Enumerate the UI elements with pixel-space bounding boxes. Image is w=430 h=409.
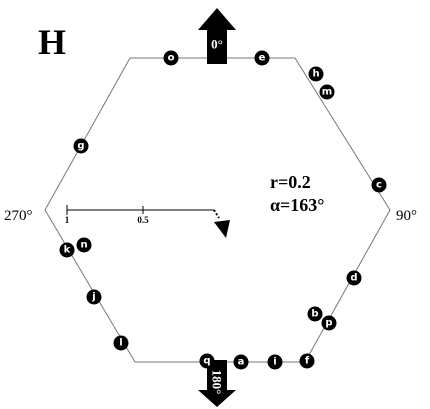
node-dot: [321, 315, 337, 331]
node: k: [59, 242, 75, 258]
node-label: f: [305, 356, 310, 367]
mean-vector-head: [214, 220, 230, 238]
node-label: j: [91, 292, 95, 303]
node: l: [113, 335, 129, 351]
node-label: l: [119, 338, 122, 349]
top-arrow: [198, 8, 236, 64]
node-dot: [199, 353, 215, 369]
node: h: [308, 66, 324, 82]
top-label: 0°: [211, 37, 223, 52]
node-label: b: [311, 309, 318, 320]
node-label: g: [77, 141, 84, 152]
node-dot: [308, 66, 324, 82]
node-dot: [299, 353, 315, 369]
node: g: [73, 138, 89, 154]
panel-label: H: [38, 22, 66, 62]
scale-label: 0.5: [137, 215, 149, 225]
node-dot: [307, 306, 323, 322]
node-dot: [346, 270, 362, 286]
node: a: [233, 354, 249, 370]
node-label: q: [203, 356, 210, 367]
bottom-arrow: [198, 360, 236, 407]
right-label: 90°: [396, 208, 417, 224]
mean-vector: [213, 209, 220, 219]
node: o: [163, 50, 179, 66]
node-dot: [163, 50, 179, 66]
node: j: [86, 289, 102, 305]
node-label: h: [312, 69, 319, 80]
nodes: o e hm g c k n j d bp l q a i f: [59, 50, 387, 370]
node-dot: [319, 84, 335, 100]
node: c: [371, 177, 387, 193]
node-dot: [113, 335, 129, 351]
node-dot: [371, 177, 387, 193]
node-label: o: [168, 53, 175, 64]
r-stat: r=0.2: [270, 172, 311, 192]
node-dot: [73, 138, 89, 154]
left-label: 270°: [4, 208, 33, 224]
node-label: i: [273, 357, 276, 368]
bottom-label: 180°: [210, 370, 225, 395]
node: f: [299, 353, 315, 369]
alpha-stat: α=163°: [270, 195, 325, 215]
node-label: c: [376, 180, 382, 191]
node: q: [199, 353, 215, 369]
node-label: a: [238, 357, 245, 368]
node-label: m: [322, 87, 332, 98]
scale-label: 1: [65, 215, 70, 225]
node-dot: [233, 354, 249, 370]
node: m: [319, 84, 335, 100]
node-label: e: [259, 53, 266, 64]
node-label: p: [325, 318, 332, 329]
node-dot: [267, 354, 283, 370]
node: n: [76, 237, 92, 253]
node-dot: [59, 242, 75, 258]
node-dot: [86, 289, 102, 305]
node: e: [254, 50, 270, 66]
node: i: [267, 354, 283, 370]
node: b: [307, 306, 323, 322]
node-dot: [76, 237, 92, 253]
node: d: [346, 270, 362, 286]
node: p: [321, 315, 337, 331]
node-label: k: [64, 245, 71, 256]
node-dot: [254, 50, 270, 66]
node-label: d: [350, 273, 357, 284]
node-label: n: [80, 240, 87, 251]
